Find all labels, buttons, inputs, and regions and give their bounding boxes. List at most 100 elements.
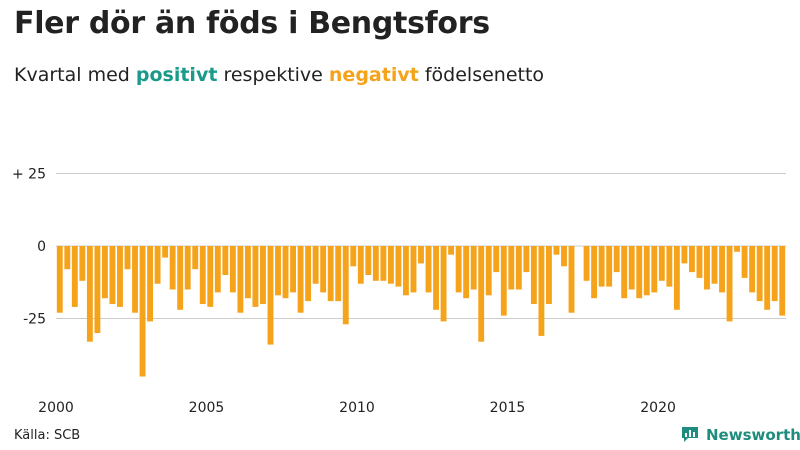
bar: [290, 246, 296, 293]
y-tick-label: -25: [23, 312, 46, 328]
bar: [666, 246, 673, 287]
bar: [515, 246, 522, 290]
bar: [184, 246, 191, 290]
bar: [357, 246, 364, 284]
bar-chart: + 25 0 -25 2000 2005 2010 2015 2020: [12, 167, 786, 416]
bar: [207, 246, 214, 307]
bar: [252, 246, 259, 307]
bar: [591, 246, 598, 299]
bar: [643, 246, 650, 296]
bar: [410, 246, 417, 293]
bar: [455, 246, 462, 293]
brand: Newsworthy: [680, 426, 800, 444]
bar: [711, 246, 718, 284]
subtitle-middle: respektive: [217, 64, 329, 86]
bar: [282, 246, 289, 299]
subtitle-suffix: födelsenetto: [418, 64, 545, 86]
y-tick-label: + 25: [12, 167, 46, 183]
bar: [696, 246, 703, 278]
bar: [749, 246, 756, 293]
bar: [538, 246, 545, 336]
bar: [154, 246, 161, 284]
bar: [335, 246, 342, 302]
bar: [244, 246, 251, 299]
bar: [395, 246, 402, 287]
bar: [433, 246, 439, 310]
bar: [139, 246, 146, 377]
bar: [470, 246, 477, 290]
chart-subtitle: Kvartal med positivt respektive negativt…: [14, 64, 544, 86]
bar: [448, 246, 455, 255]
bar: [523, 246, 530, 273]
bar: [162, 246, 169, 258]
bar: [636, 246, 643, 299]
bar: [546, 246, 552, 304]
bar: [553, 246, 560, 255]
bar: [312, 246, 319, 284]
bar: [71, 246, 78, 307]
bar: [222, 246, 229, 275]
bar: [297, 246, 304, 313]
bar: [109, 246, 116, 304]
x-tick-label: 2000: [38, 400, 74, 416]
bar: [463, 246, 470, 299]
bar: [651, 246, 658, 293]
bar: [56, 246, 63, 313]
y-axis-labels: + 25 0 -25: [12, 167, 46, 328]
bar: [425, 246, 432, 293]
x-tick-label: 2010: [339, 400, 375, 416]
bar: [372, 246, 379, 281]
bar: [320, 246, 327, 293]
bar: [756, 246, 763, 302]
bar: [508, 246, 515, 290]
bar: [673, 246, 680, 310]
bar: [628, 246, 635, 290]
bar: [658, 246, 665, 281]
bar: [237, 246, 244, 313]
chart-title: Fler dör än föds i Bengtsfors: [14, 6, 490, 41]
bar: [440, 246, 447, 322]
bar: [147, 246, 154, 322]
bar: [493, 246, 500, 273]
bar: [169, 246, 176, 290]
bar: [403, 246, 409, 296]
bar: [719, 246, 725, 293]
bar: [530, 246, 537, 304]
x-axis-labels: 2000 2005 2010 2015 2020: [38, 400, 676, 416]
bar: [764, 246, 771, 310]
bar: [199, 246, 206, 304]
bar: [342, 246, 349, 325]
bar: [771, 246, 778, 302]
bar: [177, 246, 184, 310]
bar: [101, 246, 108, 299]
bar: [214, 246, 221, 293]
bar: [418, 246, 424, 264]
bar: [132, 246, 138, 313]
bar: [741, 246, 748, 278]
bar: [598, 246, 605, 287]
bars: [56, 246, 786, 377]
bar: [380, 246, 387, 281]
bar: [500, 246, 507, 316]
y-tick-label: 0: [37, 239, 46, 255]
bar: [561, 246, 567, 267]
bar: [64, 246, 71, 270]
bar: [305, 246, 312, 302]
bar-chart-logo-icon: [682, 427, 698, 442]
bar: [350, 246, 357, 267]
bar: [681, 246, 688, 264]
bar: [621, 246, 628, 299]
bar: [606, 246, 613, 287]
bar: [365, 246, 372, 275]
x-tick-label: 2005: [189, 400, 225, 416]
bar: [124, 246, 131, 270]
bar: [267, 246, 274, 345]
source-note: Källa: SCB: [14, 428, 81, 443]
x-tick-label: 2015: [490, 400, 526, 416]
bar: [583, 246, 590, 281]
bar: [117, 246, 123, 307]
subtitle-prefix: Kvartal med: [14, 64, 136, 86]
bar: [79, 246, 86, 281]
subtitle-negative-word: negativt: [328, 64, 419, 86]
bar: [478, 246, 485, 342]
